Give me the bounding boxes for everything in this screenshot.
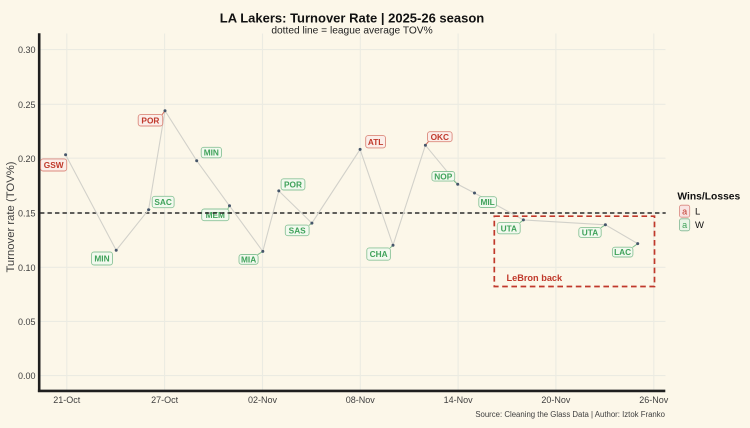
- svg-text:02-Nov: 02-Nov: [248, 395, 278, 405]
- svg-text:OKC: OKC: [431, 132, 449, 142]
- svg-text:LeBron back: LeBron back: [507, 273, 564, 283]
- svg-text:0.00: 0.00: [18, 371, 36, 381]
- svg-text:08-Nov: 08-Nov: [346, 395, 376, 405]
- svg-text:26-Nov: 26-Nov: [639, 395, 669, 405]
- svg-text:0.10: 0.10: [18, 263, 36, 273]
- svg-text:UTA: UTA: [501, 223, 517, 233]
- svg-text:0.15: 0.15: [18, 209, 36, 219]
- svg-text:MEM: MEM: [206, 210, 225, 220]
- svg-text:UTA: UTA: [582, 228, 598, 238]
- svg-text:MIN: MIN: [204, 148, 219, 158]
- svg-text:14-Nov: 14-Nov: [444, 395, 474, 405]
- svg-text:21-Oct: 21-Oct: [53, 395, 81, 405]
- svg-text:MIA: MIA: [241, 255, 256, 265]
- svg-text:POR: POR: [284, 180, 302, 190]
- svg-text:LAC: LAC: [614, 247, 631, 257]
- svg-text:Turnover rate (TOV%): Turnover rate (TOV%): [5, 161, 17, 272]
- svg-text:0.05: 0.05: [18, 317, 36, 327]
- svg-text:20-Nov: 20-Nov: [541, 395, 571, 405]
- svg-text:0.20: 0.20: [18, 154, 36, 164]
- svg-text:SAS: SAS: [289, 226, 307, 236]
- svg-text:27-Oct: 27-Oct: [151, 395, 179, 405]
- svg-text:a: a: [682, 207, 687, 217]
- svg-text:POR: POR: [141, 115, 159, 125]
- svg-text:CHA: CHA: [370, 249, 388, 259]
- svg-text:0.25: 0.25: [18, 100, 36, 110]
- svg-text:LA Lakers: Turnover Rate | 202: LA Lakers: Turnover Rate | 2025-26 seaso…: [220, 11, 485, 26]
- svg-text:SAC: SAC: [154, 197, 172, 207]
- svg-text:L: L: [695, 207, 700, 218]
- svg-text:0.30: 0.30: [18, 45, 36, 55]
- svg-text:Wins/Losses: Wins/Losses: [677, 191, 740, 202]
- svg-text:GSW: GSW: [44, 160, 64, 170]
- svg-text:dotted line = league average T: dotted line = league average TOV%: [271, 25, 432, 36]
- svg-text:W: W: [695, 220, 704, 231]
- svg-text:MIL: MIL: [480, 197, 494, 207]
- svg-text:NOP: NOP: [434, 171, 452, 181]
- svg-text:a: a: [682, 220, 687, 230]
- svg-text:Source: Cleaning the Glass Dat: Source: Cleaning the Glass Data | Author…: [475, 410, 665, 419]
- svg-text:ATL: ATL: [368, 137, 384, 147]
- svg-text:MIN: MIN: [94, 254, 109, 264]
